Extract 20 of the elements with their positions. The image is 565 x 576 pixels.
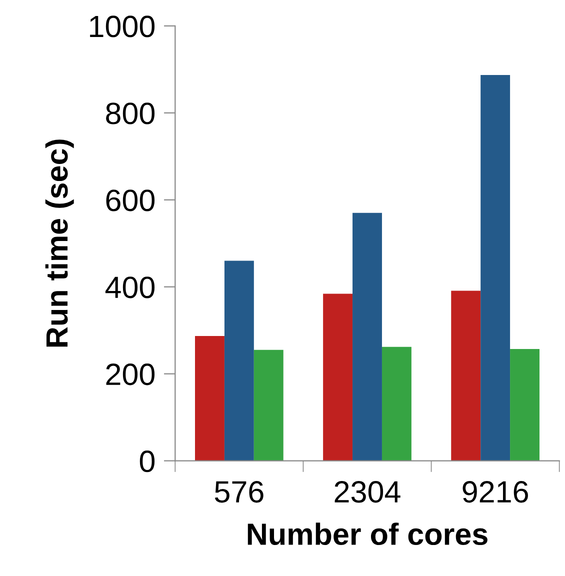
y-tick-label: 200 xyxy=(106,364,155,386)
y-tick-label: 600 xyxy=(106,190,155,212)
bar xyxy=(254,350,284,461)
y-tick-label: 400 xyxy=(105,276,155,298)
bar xyxy=(195,336,224,461)
y-tick-label: 1000 xyxy=(90,16,155,38)
bar xyxy=(352,212,382,461)
x-axis-title: Number of cores xyxy=(248,522,488,546)
x-tick-label: 9216 xyxy=(462,481,528,503)
bar xyxy=(451,290,481,461)
y-axis-title: Run time (sec) xyxy=(45,140,74,347)
bar xyxy=(480,75,510,461)
bar xyxy=(224,260,254,461)
y-tick-label: 800 xyxy=(106,102,155,124)
y-tick-label: 0 xyxy=(140,450,155,472)
bar xyxy=(323,294,353,461)
x-tick-label: 576 xyxy=(214,481,264,503)
bar xyxy=(382,346,412,461)
x-tick-label: 2304 xyxy=(334,481,400,503)
bar xyxy=(510,349,540,461)
